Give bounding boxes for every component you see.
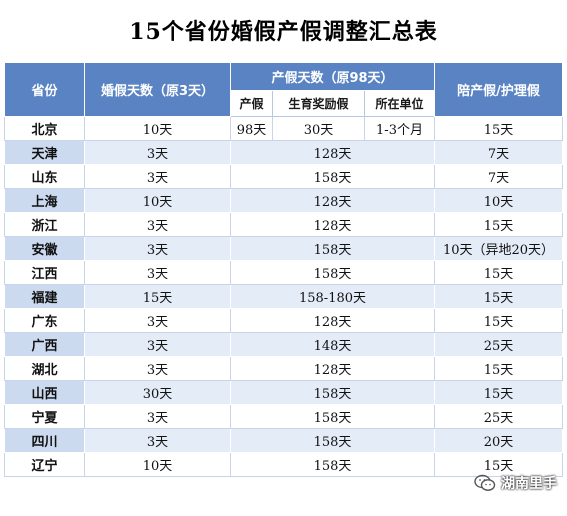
province-cell: 江西	[4, 260, 85, 285]
maternity-cell: 158天	[230, 164, 435, 189]
province-cell: 浙江	[4, 212, 85, 237]
province-cell: 山东	[4, 164, 85, 189]
table-row: 江西 3天 158天 15天	[4, 260, 563, 285]
table-row: 福建 15天 158-180天 15天	[4, 284, 563, 309]
maternity-base-cell: 98天	[230, 116, 273, 141]
table-row: 广东 3天 128天 15天	[4, 308, 563, 333]
maternity-cell: 158天	[230, 380, 435, 405]
marriage-cell: 3天	[84, 236, 231, 261]
maternity-cell: 158天	[230, 260, 435, 285]
marriage-cell: 15天	[84, 284, 231, 309]
paternity-cell: 15天	[434, 212, 563, 237]
paternity-cell: 10天	[434, 188, 563, 213]
marriage-cell: 10天	[84, 452, 231, 477]
paternity-cell: 10天（异地20天）	[434, 236, 563, 261]
maternity-unit-cell: 1-3个月	[364, 116, 435, 141]
marriage-cell: 30天	[84, 380, 231, 405]
table-row: 天津 3天 128天 7天	[4, 140, 563, 165]
leave-summary-table: 省份 婚假天数（原3天） 产假天数（原98天） 陪产假/护理假 产假 生育奖励假…	[4, 62, 563, 477]
paternity-cell: 25天	[434, 332, 563, 357]
marriage-cell: 3天	[84, 404, 231, 429]
maternity-cell: 158天	[230, 236, 435, 261]
maternity-cell: 158天	[230, 452, 435, 477]
marriage-cell: 3天	[84, 308, 231, 333]
marriage-cell: 3天	[84, 356, 231, 381]
header-paternity-leave: 陪产假/护理假	[434, 62, 563, 117]
subheader-maternity-unit: 所在单位	[364, 90, 435, 117]
paternity-cell: 15天	[434, 116, 563, 141]
marriage-cell: 10天	[84, 116, 231, 141]
province-cell: 山西	[4, 380, 85, 405]
table-row: 辽宁 10天 158天 15天	[4, 452, 563, 477]
province-cell: 辽宁	[4, 452, 85, 477]
paternity-cell: 15天	[434, 380, 563, 405]
wechat-icon	[474, 474, 496, 491]
maternity-cell: 128天	[230, 140, 435, 165]
paternity-cell: 15天	[434, 452, 563, 477]
paternity-cell: 15天	[434, 308, 563, 333]
maternity-cell: 128天	[230, 212, 435, 237]
marriage-cell: 3天	[84, 428, 231, 453]
paternity-cell: 15天	[434, 356, 563, 381]
paternity-cell: 7天	[434, 140, 563, 165]
table-row: 山西 30天 158天 15天	[4, 380, 563, 405]
subheader-maternity-reward: 生育奖励假	[272, 90, 365, 117]
paternity-cell: 25天	[434, 404, 563, 429]
watermark: 湖南里手	[474, 470, 557, 496]
marriage-cell: 3天	[84, 164, 231, 189]
maternity-cell: 158-180天	[230, 284, 435, 309]
table-row: 湖北 3天 128天 15天	[4, 356, 563, 381]
table-row: 宁夏 3天 158天 25天	[4, 404, 563, 429]
maternity-cell: 158天	[230, 404, 435, 429]
paternity-cell: 15天	[434, 260, 563, 285]
marriage-cell: 3天	[84, 260, 231, 285]
subheader-maternity-base: 产假	[230, 90, 273, 117]
page-title: 15个省份婚假产假调整汇总表	[129, 19, 438, 45]
province-cell: 北京	[4, 116, 85, 141]
province-cell: 天津	[4, 140, 85, 165]
maternity-reward-cell: 30天	[272, 116, 365, 141]
province-cell: 四川	[4, 428, 85, 453]
paternity-cell: 7天	[434, 164, 563, 189]
paternity-cell: 20天	[434, 428, 563, 453]
province-cell: 安徽	[4, 236, 85, 261]
province-cell: 福建	[4, 284, 85, 309]
province-cell: 广东	[4, 308, 85, 333]
table-row: 广西 3天 148天 25天	[4, 332, 563, 357]
table-row: 山东 3天 158天 7天	[4, 164, 563, 189]
province-cell: 广西	[4, 332, 85, 357]
maternity-cell: 158天	[230, 428, 435, 453]
table-row-beijing: 北京 10天 98天 30天 1-3个月 15天	[4, 116, 563, 141]
table-row: 四川 3天 158天 20天	[4, 428, 563, 453]
province-cell: 宁夏	[4, 404, 85, 429]
watermark-text: 湖南里手	[501, 476, 557, 492]
province-cell: 上海	[4, 188, 85, 213]
maternity-cell: 128天	[230, 188, 435, 213]
table-row: 浙江 3天 128天 15天	[4, 212, 563, 237]
maternity-cell: 128天	[230, 356, 435, 381]
province-cell: 湖北	[4, 356, 85, 381]
maternity-cell: 148天	[230, 332, 435, 357]
table-row: 上海 10天 128天 10天	[4, 188, 563, 213]
paternity-cell: 15天	[434, 284, 563, 309]
header-province: 省份	[4, 62, 85, 117]
maternity-cell: 128天	[230, 308, 435, 333]
table-row: 安徽 3天 158天 10天（异地20天）	[4, 236, 563, 261]
marriage-cell: 3天	[84, 140, 231, 165]
marriage-cell: 10天	[84, 188, 231, 213]
marriage-cell: 3天	[84, 212, 231, 237]
header-maternity-leave: 产假天数（原98天）	[230, 62, 435, 91]
header-marriage-leave: 婚假天数（原3天）	[84, 62, 231, 117]
marriage-cell: 3天	[84, 332, 231, 357]
